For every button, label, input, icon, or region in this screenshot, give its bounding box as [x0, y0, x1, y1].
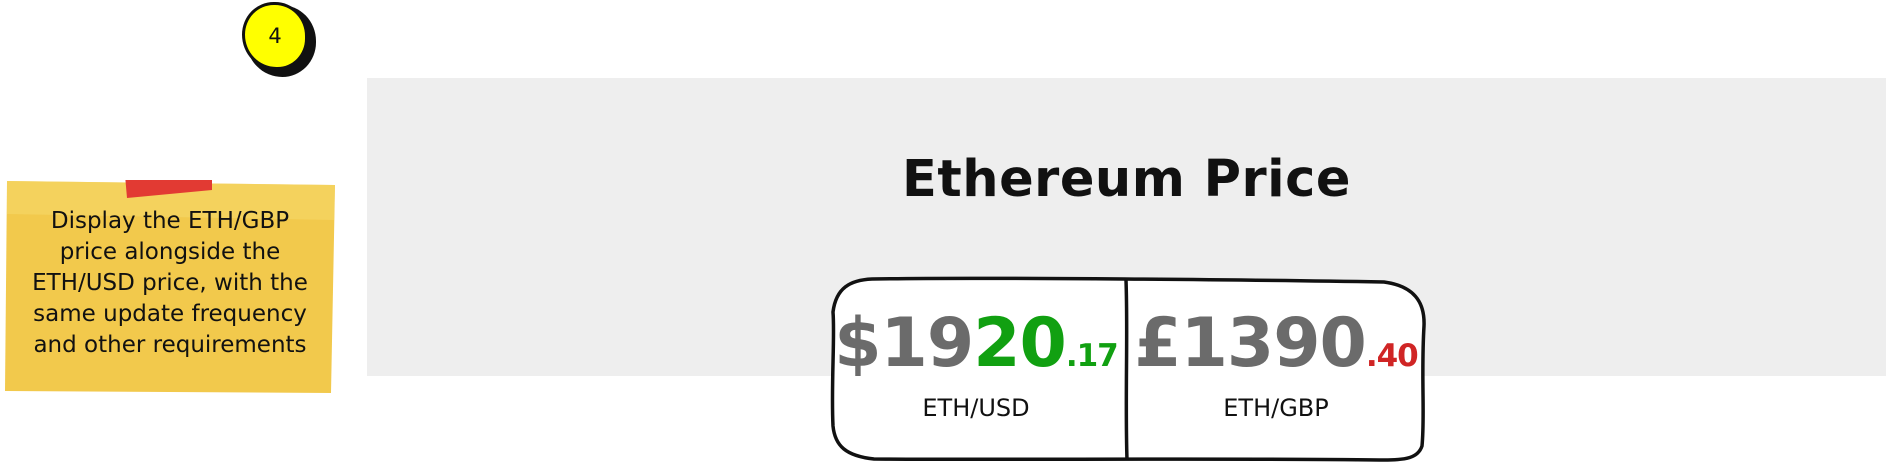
quote-eth-usd: $1920.17 ETH/USD: [828, 276, 1124, 462]
usd-price: $1920.17: [828, 304, 1124, 383]
gbp-price-lead: £1390: [1134, 304, 1367, 383]
usd-price-cents: .17: [1065, 338, 1119, 374]
sticky-note-line: price alongside the: [59, 239, 281, 265]
sticky-note-line: same update frequency: [33, 301, 307, 327]
page-title: Ethereum Price: [902, 150, 1351, 209]
usd-price-lead: $19: [834, 304, 974, 383]
step-number: 4: [242, 2, 308, 70]
sticky-note-paper: [5, 180, 335, 393]
gbp-price: £1390.40: [1128, 304, 1424, 383]
step-badge: 4: [242, 2, 316, 77]
price-card-frame: [830, 276, 1426, 462]
quote-eth-gbp: £1390.40 ETH/GBP: [1128, 276, 1424, 462]
usd-price-changed-digits: 20: [973, 304, 1067, 383]
price-card: $1920.17 ETH/USD £1390.40 ETH/GBP: [828, 276, 1428, 462]
sticky-note: Display the ETH/GBP price alongside the …: [5, 180, 335, 394]
sticky-note-text: Display the ETH/GBP price alongside the …: [19, 206, 321, 361]
usd-pair-label: ETH/USD: [922, 394, 1030, 422]
sticky-note-line: and other requirements: [33, 332, 307, 358]
gbp-pair-label: ETH/GBP: [1223, 394, 1329, 422]
sticky-note-line: ETH/USD price, with the: [32, 270, 308, 296]
gbp-price-cents: .40: [1365, 338, 1419, 374]
sticky-note-line: Display the ETH/GBP: [50, 208, 290, 234]
